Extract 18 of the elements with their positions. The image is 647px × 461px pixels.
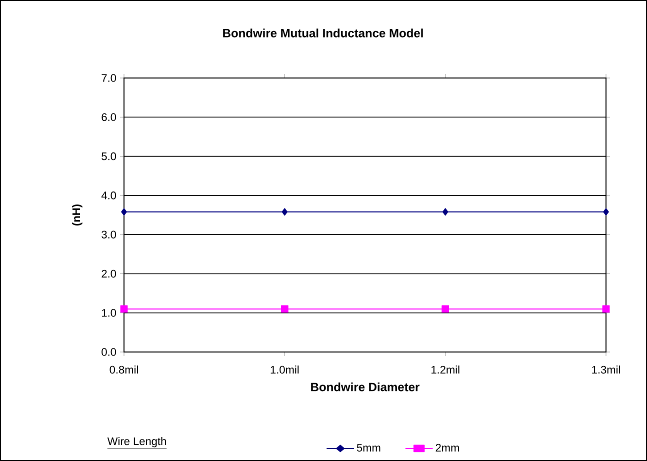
y-tick-label: 5.0 bbox=[102, 152, 116, 160]
y-tick-label: 0.0 bbox=[102, 348, 116, 356]
chart-title: Bondwire Mutual Inductance Model bbox=[223, 28, 423, 38]
y-tick-label: 6.0 bbox=[102, 113, 116, 122]
y-tick-label: 2.0 bbox=[102, 270, 116, 278]
legend-title: Wire Length bbox=[107, 437, 166, 448]
x-tick-label: 1.0mil bbox=[270, 366, 299, 374]
y-axis-title: (nH) bbox=[72, 204, 82, 226]
x-tick-label: 1.2mil bbox=[431, 366, 460, 374]
x-axis-title: Bondwire Diameter bbox=[311, 382, 420, 392]
x-tick-label: 0.8mil bbox=[110, 366, 138, 374]
y-tick-label: 7.0 bbox=[102, 74, 116, 82]
y-tick-label: 4.0 bbox=[101, 192, 116, 200]
x-tick-label: 1.3mil bbox=[592, 366, 620, 374]
legend-label: 5mm bbox=[356, 444, 380, 452]
y-tick-label: 1.0 bbox=[102, 308, 116, 317]
y-tick-label: 3.0 bbox=[102, 230, 116, 238]
legend-label: 2mm bbox=[436, 444, 459, 452]
